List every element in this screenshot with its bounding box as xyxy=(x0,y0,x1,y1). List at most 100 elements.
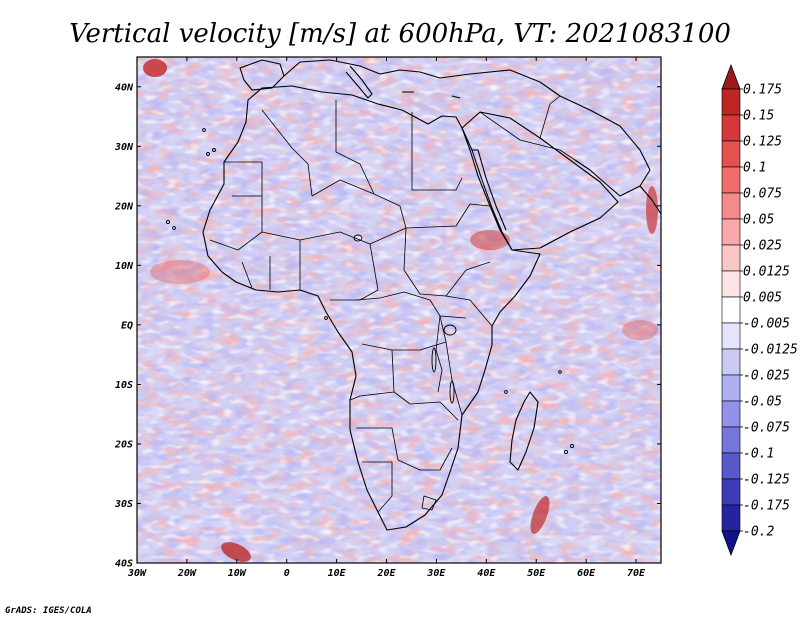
lon-label: 20W xyxy=(177,568,197,579)
feature-ascent-arabian-sea xyxy=(646,186,658,234)
colorbar-label: -0.1 xyxy=(743,447,774,462)
field-texture-neutral xyxy=(137,57,661,563)
colorbar-segment xyxy=(721,218,741,246)
coastline-europe-south xyxy=(283,59,561,97)
lat-label: 10S xyxy=(115,380,133,391)
colorbar-segment xyxy=(721,296,741,324)
border-segment xyxy=(209,196,263,251)
border-segment xyxy=(261,109,313,197)
colorbar-segment xyxy=(721,322,741,350)
colorbar-segment xyxy=(721,374,741,402)
coastline-africa xyxy=(202,85,541,531)
figure-title: Vertical velocity [m/s] at 600hPa, VT: 2… xyxy=(69,19,731,49)
colorbar-segment xyxy=(721,478,741,506)
lat-label: 40N xyxy=(115,82,134,93)
colorbar-label: -0.0125 xyxy=(743,343,798,358)
colorbar-segment xyxy=(721,244,741,272)
border-segment xyxy=(403,227,491,297)
lat-label: 40S xyxy=(115,559,133,570)
plot-area xyxy=(137,57,661,563)
colorbar-label: -0.05 xyxy=(743,395,782,410)
colorbar-label: 0.15 xyxy=(743,109,774,124)
country-borders xyxy=(209,95,601,513)
border-segment xyxy=(330,243,379,301)
border-segment xyxy=(356,427,453,471)
colorbar-label: -0.125 xyxy=(743,473,790,488)
lon-label: 30E xyxy=(426,568,446,579)
border-segment xyxy=(224,161,263,197)
coastline-italy xyxy=(345,65,373,99)
island-cape-verde xyxy=(172,226,176,230)
border-segment xyxy=(405,203,491,229)
border-segment xyxy=(411,112,463,191)
colorbar-label: 0.005 xyxy=(743,291,782,306)
coastline-iberia xyxy=(239,59,285,91)
colorbar-label: 0.1 xyxy=(743,161,766,176)
feature-ascent-nw-atlantic xyxy=(143,59,167,77)
island-canary xyxy=(206,152,210,156)
lon-label: 30W xyxy=(127,568,147,579)
colorbar-label: 0.0125 xyxy=(743,265,790,280)
lake-chad xyxy=(353,234,363,242)
lon-label: 50E xyxy=(527,568,546,579)
lon-label: 60E xyxy=(577,568,596,579)
feature-ascent-south-atlantic xyxy=(221,542,251,562)
colorbar-segment xyxy=(721,504,741,532)
border-segment xyxy=(539,217,601,249)
border-segment xyxy=(335,100,375,195)
coastline-red-sea xyxy=(472,149,507,231)
colorbar-segment xyxy=(721,114,741,142)
lakes-islands xyxy=(165,128,575,455)
border-segment xyxy=(261,227,407,245)
colorbar-segment xyxy=(721,140,741,168)
lon-label: 20E xyxy=(376,568,396,579)
border-segment xyxy=(421,495,437,511)
colorbar-label: 0.075 xyxy=(743,187,782,202)
border-segment xyxy=(439,295,493,327)
colorbar-label: -0.075 xyxy=(743,421,790,436)
lat-label: 20S xyxy=(114,439,133,450)
lat-label: EQ xyxy=(121,320,133,331)
lat-label: 20N xyxy=(114,201,134,212)
colorbar-label: 0.175 xyxy=(743,83,782,98)
island-sao-tome xyxy=(324,316,328,320)
colorbar-label: -0.2 xyxy=(743,525,774,540)
lake-victoria xyxy=(443,324,457,336)
island-cape-verde xyxy=(165,219,171,225)
island-seychelles xyxy=(558,370,562,374)
lake-malawi xyxy=(449,380,455,404)
island-reunion xyxy=(563,449,569,455)
border-segment xyxy=(349,349,395,401)
colorbar-label: 0.05 xyxy=(743,213,774,228)
border-segment xyxy=(393,341,463,421)
island-canary xyxy=(212,148,216,152)
feature-ascent-madagascar-east xyxy=(530,496,550,534)
colorbar-bottom-arrow xyxy=(721,530,741,557)
border-segment xyxy=(362,461,393,513)
colorbar-label: 0.025 xyxy=(743,239,782,254)
lon-label: 10W xyxy=(228,568,247,579)
lat-label: 30N xyxy=(114,142,134,153)
border-segment xyxy=(241,240,301,290)
feature-ascent-ethiopia xyxy=(470,230,510,250)
lon-label: 10E xyxy=(328,568,347,579)
island-madeira xyxy=(202,128,206,132)
longitude-ticks: 30W 20W 10W 0 10E 20E 30E 40E 50E 60E 70E xyxy=(127,57,646,579)
colorbar-segment xyxy=(721,192,741,220)
plot-frame xyxy=(136,56,662,564)
coastline-cyprus-crete xyxy=(402,91,461,99)
colorbar-segment xyxy=(721,400,741,428)
colorbar-segment xyxy=(721,452,741,480)
lake-tanganyika xyxy=(431,347,437,373)
coastline-india xyxy=(639,185,661,215)
border-segment xyxy=(435,315,443,393)
coastline-madagascar xyxy=(509,391,539,471)
colorbar-label: -0.175 xyxy=(743,499,790,514)
latitude-ticks: 40N 30N 20N 10N EQ 10S 20S 30S 40S xyxy=(114,82,661,570)
lat-label: 30S xyxy=(114,499,133,510)
grads-credit: GrADS: IGES/COLA xyxy=(5,606,92,616)
coastlines xyxy=(202,59,661,531)
island-mauritius xyxy=(569,443,575,449)
coastline-persian-gulf xyxy=(559,95,651,197)
colorbar: 0.175 0.15 0.125 0.1 0.075 0.05 0.025 0.0125 0.0… xyxy=(721,63,798,557)
